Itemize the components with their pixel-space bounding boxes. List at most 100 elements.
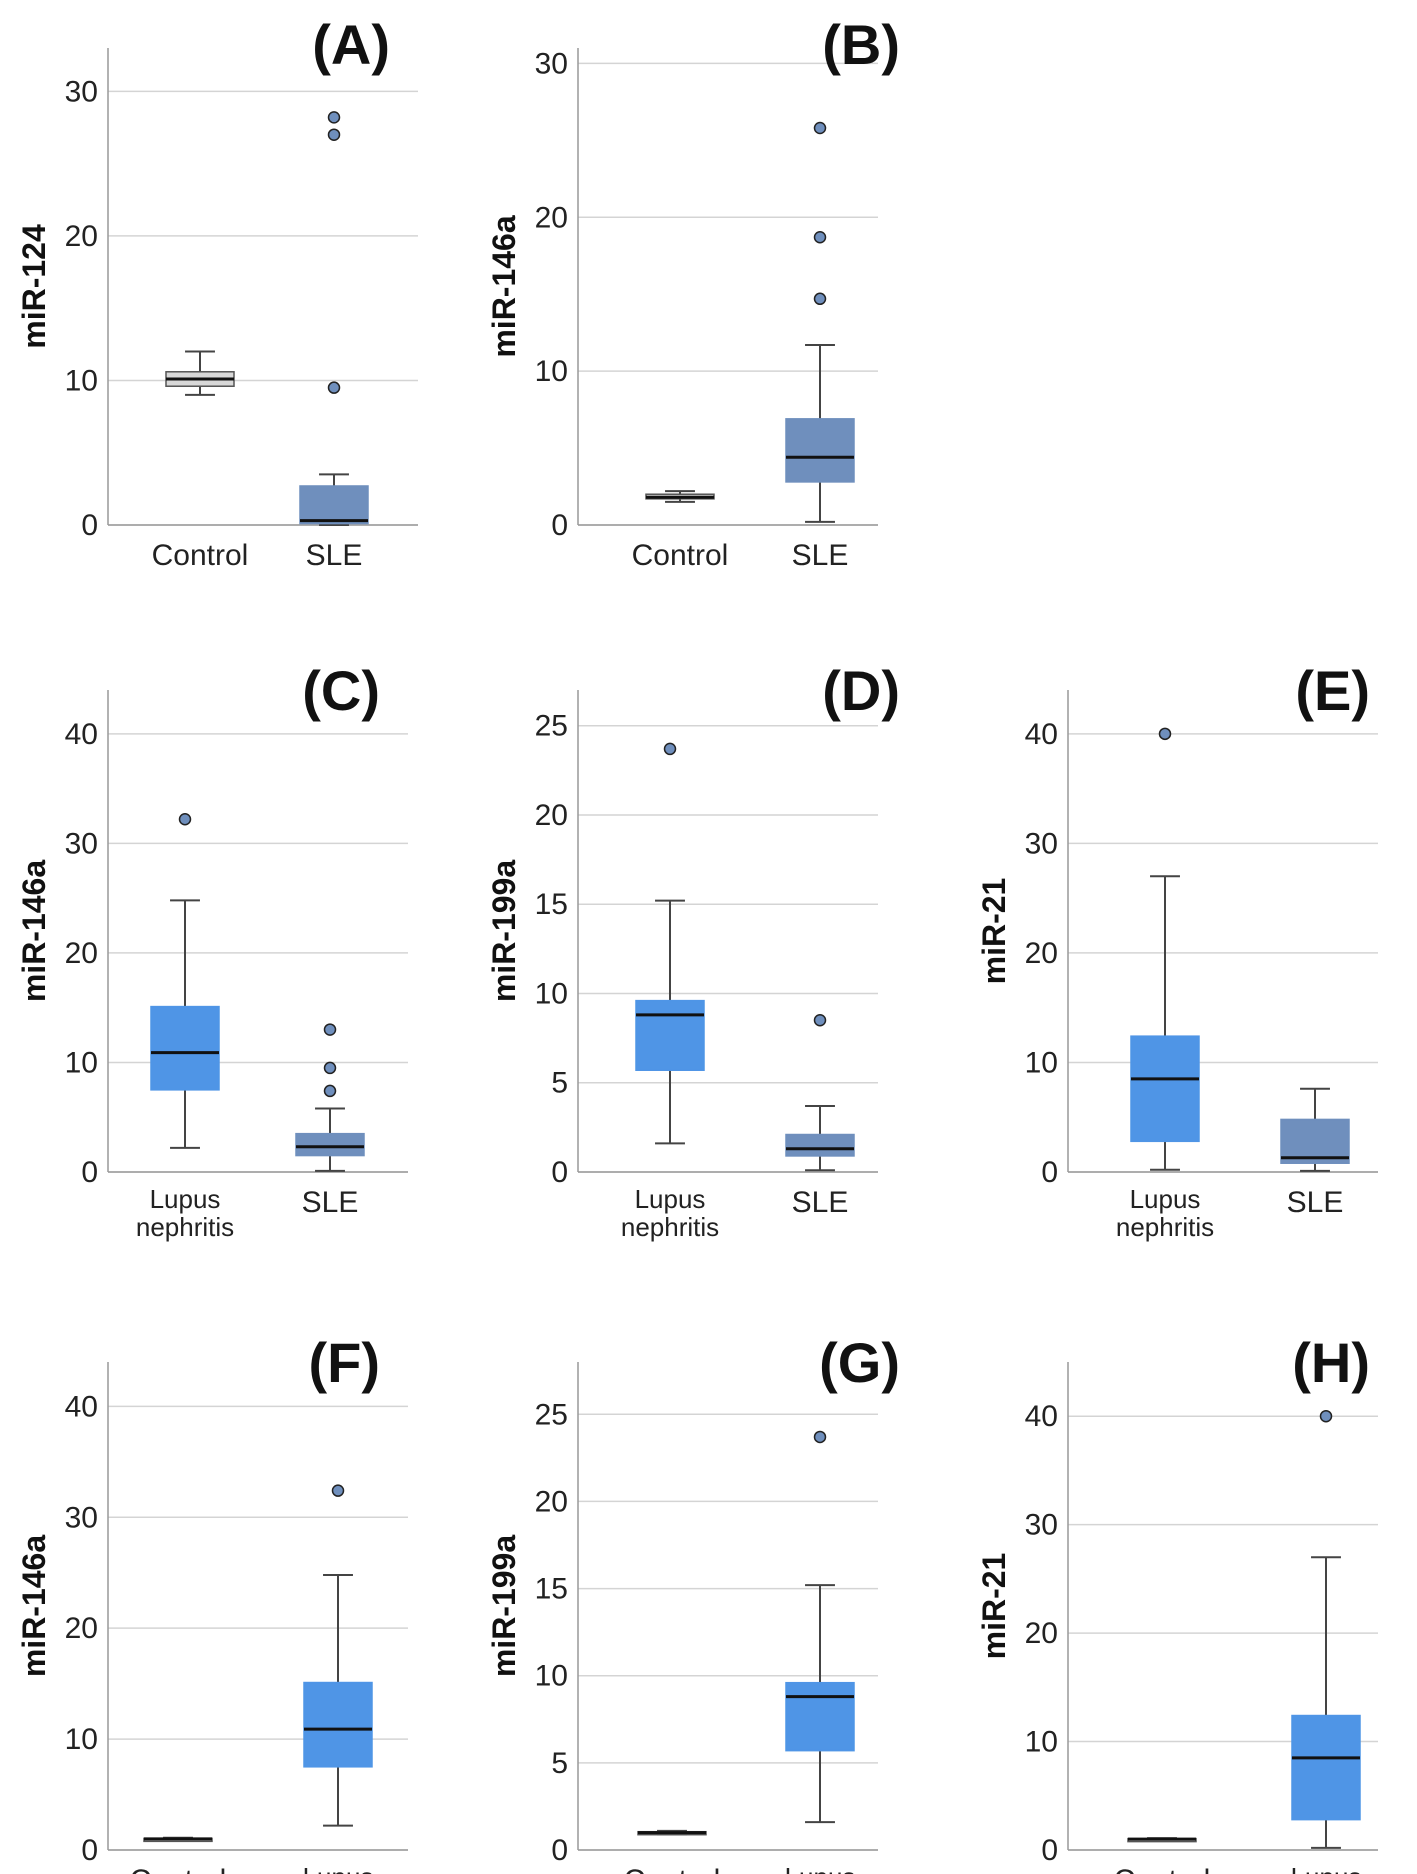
x-category-label: Control bbox=[632, 539, 729, 572]
panel-title: (B) bbox=[822, 13, 900, 76]
y-tick-label: 40 bbox=[1025, 718, 1058, 751]
x-category-label: SLE bbox=[1287, 1186, 1344, 1219]
box-sle bbox=[295, 1132, 365, 1157]
y-tick-label: 30 bbox=[1025, 827, 1058, 860]
y-tick-label: 10 bbox=[1025, 1046, 1058, 1079]
outlier-point bbox=[327, 128, 341, 141]
box-lupus-nephritis bbox=[1130, 1035, 1200, 1143]
y-tick-label: 10 bbox=[65, 1046, 98, 1079]
outlier-point bbox=[813, 1430, 827, 1444]
y-tick-label: 10 bbox=[535, 355, 568, 388]
x-category-label: SLE bbox=[792, 539, 849, 572]
x-category-label: Lupus bbox=[1130, 1184, 1201, 1214]
y-axis-label: miR-146a bbox=[486, 215, 522, 358]
x-category-label-line2: nephritis bbox=[136, 1212, 234, 1242]
y-tick-label: 5 bbox=[551, 1747, 568, 1780]
outlier-point bbox=[813, 1014, 827, 1027]
y-axis-label: miR-146a bbox=[16, 1535, 52, 1678]
x-category-label-line2: nephritis bbox=[1116, 1212, 1214, 1242]
y-tick-label: 10 bbox=[1025, 1726, 1058, 1759]
outlier-point bbox=[1158, 727, 1172, 741]
y-tick-label: 15 bbox=[535, 888, 568, 921]
y-tick-label: 25 bbox=[535, 710, 568, 743]
panel-title: (D) bbox=[822, 659, 900, 722]
y-tick-label: 30 bbox=[65, 827, 98, 860]
y-axis-label: miR-146a bbox=[16, 860, 52, 1003]
y-tick-label: 0 bbox=[81, 1834, 98, 1867]
box-sle bbox=[1280, 1118, 1350, 1164]
x-category-label: Control bbox=[624, 1864, 721, 1874]
box-lupus-nephritis bbox=[635, 999, 705, 1071]
outlier-point bbox=[331, 1484, 345, 1497]
y-axis-label: miR-199a bbox=[486, 860, 522, 1003]
boxplot-panel-b: 0 10 20 30 miR-146a (B) Control SLE bbox=[486, 13, 900, 572]
y-axis-label: miR-21 bbox=[976, 878, 1012, 985]
y-tick-label: 20 bbox=[1025, 1617, 1058, 1650]
y-tick-label: 10 bbox=[65, 364, 98, 397]
panel-title: (A) bbox=[312, 13, 390, 76]
y-tick-label: 30 bbox=[65, 1501, 98, 1534]
boxplot-panel-g: 0510152025miR-199a(G)ControlLupusnephrit… bbox=[486, 1331, 900, 1874]
x-category-label: SLE bbox=[792, 1186, 849, 1219]
y-tick-label: 20 bbox=[65, 220, 98, 253]
y-tick-label: 40 bbox=[1025, 1400, 1058, 1433]
y-tick-label: 20 bbox=[535, 799, 568, 832]
y-tick-label: 20 bbox=[65, 937, 98, 970]
outlier-point bbox=[663, 742, 677, 756]
outlier-point bbox=[323, 1023, 337, 1036]
x-category-label: SLE bbox=[302, 1186, 359, 1219]
y-tick-label: 0 bbox=[1041, 1834, 1058, 1867]
y-tick-label: 0 bbox=[81, 509, 98, 542]
box-lupus-nephritis bbox=[1291, 1714, 1361, 1821]
y-tick-label: 40 bbox=[65, 1390, 98, 1423]
box-sle bbox=[785, 1133, 855, 1157]
outlier-point bbox=[813, 121, 827, 135]
y-tick-label: 40 bbox=[65, 718, 98, 751]
x-category-label: Lupus bbox=[1291, 1862, 1362, 1874]
y-tick-label: 0 bbox=[551, 509, 568, 542]
outlier-point bbox=[327, 381, 341, 394]
y-tick-label: 20 bbox=[1025, 937, 1058, 970]
x-category-label: Lupus bbox=[785, 1862, 856, 1874]
x-category-label: Lupus bbox=[150, 1184, 221, 1214]
y-tick-label: 0 bbox=[551, 1156, 568, 1189]
panel-title: (C) bbox=[302, 659, 380, 722]
panel-title: (F) bbox=[308, 1331, 380, 1394]
y-tick-label: 0 bbox=[1041, 1156, 1058, 1189]
boxplot-panel-a: 0 10 20 30 miR-124 (A) Control SLE bbox=[16, 13, 418, 572]
y-tick-label: 20 bbox=[65, 1612, 98, 1645]
x-category-label: Control bbox=[152, 539, 249, 572]
y-tick-label: 25 bbox=[535, 1398, 568, 1431]
x-category-label: SLE bbox=[306, 539, 363, 572]
y-tick-label: 30 bbox=[535, 47, 568, 80]
boxplot-panel-f: 010203040miR-146a(F)ControlLupusnephriti… bbox=[16, 1331, 408, 1874]
outlier-point bbox=[813, 231, 827, 244]
y-tick-label: 10 bbox=[535, 1660, 568, 1693]
y-axis-label: miR-124 bbox=[16, 224, 52, 349]
x-category-label: Lupus bbox=[635, 1184, 706, 1214]
x-category-label: Control bbox=[1114, 1864, 1211, 1874]
panel-title: (G) bbox=[819, 1331, 900, 1394]
y-tick-label: 10 bbox=[535, 977, 568, 1010]
y-tick-label: 0 bbox=[551, 1834, 568, 1867]
x-category-label: Control bbox=[130, 1864, 227, 1874]
outlier-point bbox=[813, 292, 827, 306]
outlier-point bbox=[323, 1061, 337, 1075]
y-tick-label: 20 bbox=[535, 1485, 568, 1518]
y-tick-label: 10 bbox=[65, 1723, 98, 1756]
outlier-point bbox=[178, 813, 192, 826]
y-tick-label: 30 bbox=[1025, 1509, 1058, 1542]
y-tick-label: 0 bbox=[81, 1156, 98, 1189]
y-tick-label: 30 bbox=[65, 75, 98, 108]
y-axis-label: miR-199a bbox=[486, 1535, 522, 1678]
box-sle bbox=[299, 485, 369, 525]
y-tick-label: 20 bbox=[535, 201, 568, 234]
outlier-point bbox=[327, 111, 341, 124]
box-lupus-nephritis bbox=[150, 1005, 220, 1091]
outlier-point bbox=[1319, 1409, 1333, 1423]
panel-title: (E) bbox=[1295, 659, 1370, 722]
